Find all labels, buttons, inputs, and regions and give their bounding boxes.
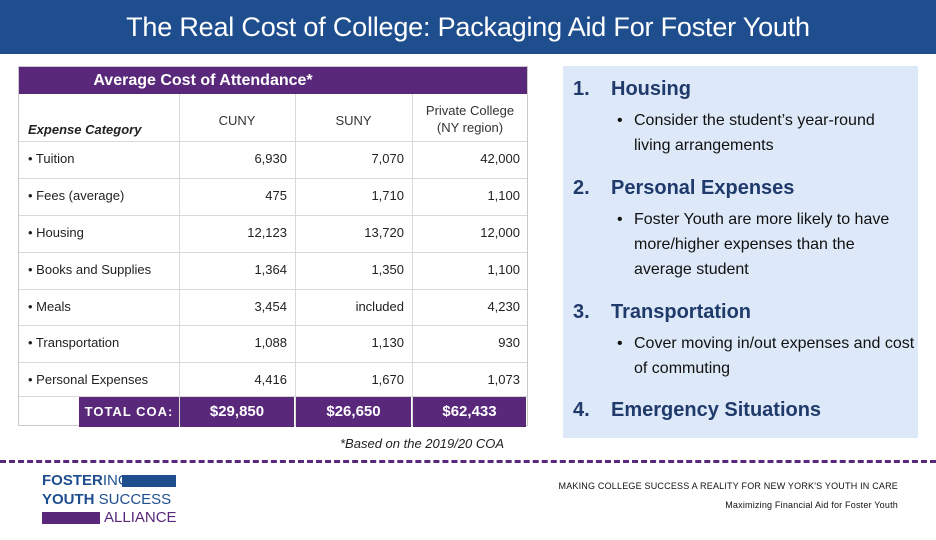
- grid-line: [19, 396, 527, 397]
- bullet-icon: •: [617, 211, 623, 228]
- grid-line: [19, 289, 527, 290]
- row-label: • Fees (average): [28, 188, 125, 203]
- section-transportation-heading: 3. Transportation: [573, 301, 752, 323]
- table-cell: 1,100: [487, 262, 520, 277]
- grid-line: [19, 325, 527, 326]
- title-bar: The Real Cost of College: Packaging Aid …: [0, 0, 936, 54]
- table-cell: 6,930: [254, 151, 287, 166]
- row-label: • Transportation: [28, 335, 120, 350]
- table-cell: 1,350: [371, 262, 404, 277]
- column-header-suny: SUNY: [335, 113, 372, 128]
- logo-bar: [122, 475, 176, 487]
- section-transportation-bullet: • Cover moving in/out expenses and cost …: [617, 331, 915, 381]
- info-panel: 1. Housing • Consider the student’s year-…: [563, 66, 918, 438]
- footer-divider: [0, 460, 936, 463]
- total-suny: $26,650: [296, 397, 411, 427]
- table-cell: 12,000: [480, 225, 520, 240]
- grid-line: [179, 94, 180, 426]
- column-header-cuny: CUNY: [218, 113, 256, 128]
- section-emergency-heading: 4. Emergency Situations: [573, 399, 822, 421]
- row-label: • Personal Expenses: [28, 372, 149, 387]
- footer-subtitle: Maximizing Financial Aid for Foster Yout…: [725, 500, 898, 510]
- table-cell: 4,416: [254, 372, 287, 387]
- table-cell: 1,088: [254, 335, 287, 350]
- table-cell: 475: [265, 188, 287, 203]
- table-cell: 1,670: [371, 372, 404, 387]
- total-cuny: $29,850: [180, 397, 294, 427]
- table-cell: 1,073: [487, 372, 520, 387]
- section-personal-expenses-bullet: • Foster Youth are more likely to have m…: [617, 207, 915, 282]
- table-cell: 12,123: [247, 225, 287, 240]
- fostering-youth-success-alliance-logo: FOSTERING YOUTH SUCCESS ALLIANCE: [42, 472, 177, 526]
- table-cell: 1,130: [371, 335, 404, 350]
- footnote: *Based on the 2019/20 COA: [340, 436, 505, 451]
- row-label: • Meals: [28, 299, 71, 314]
- table-cell: 3,454: [254, 299, 287, 314]
- footer-tagline: MAKING COLLEGE SUCCESS A REALITY FOR NEW…: [558, 481, 898, 491]
- total-label: TOTAL COA:: [79, 397, 179, 427]
- page-title: The Real Cost of College: Packaging Aid …: [126, 12, 810, 42]
- table-cell: 1,100: [487, 188, 520, 203]
- table-cell: 42,000: [480, 151, 520, 166]
- grid-line: [19, 252, 527, 253]
- section-housing-bullet: • Consider the student’s year-round livi…: [617, 108, 915, 158]
- cost-of-attendance-table: Average Cost of Attendance* Expense Cate…: [18, 66, 528, 427]
- table-cell: 4,230: [487, 299, 520, 314]
- table-cell: included: [355, 299, 404, 314]
- total-private: $62,433: [413, 397, 526, 427]
- row-label: • Housing: [28, 225, 84, 240]
- grid-line: [19, 141, 527, 142]
- table-cell: 1,364: [254, 262, 287, 277]
- category-column-header: Expense Category: [28, 122, 142, 137]
- column-header-private: Private College (NY region): [425, 103, 515, 135]
- grid-line: [19, 215, 527, 216]
- row-label: • Books and Supplies: [28, 262, 152, 277]
- table-cell: 930: [498, 335, 520, 350]
- logo-bar: [42, 512, 100, 524]
- table-header: Average Cost of Attendance*: [19, 67, 527, 94]
- section-personal-expenses-heading: 2. Personal Expenses: [573, 177, 795, 199]
- table-cell: 7,070: [371, 151, 404, 166]
- grid-line: [19, 362, 527, 363]
- table-cell: 1,710: [371, 188, 404, 203]
- table-cell: 13,720: [364, 225, 404, 240]
- grid-line: [412, 94, 413, 426]
- section-housing-heading: 1. Housing: [573, 78, 691, 100]
- row-label: • Tuition: [28, 151, 75, 166]
- bullet-icon: •: [617, 335, 623, 352]
- grid-line: [19, 178, 527, 179]
- bullet-icon: •: [617, 112, 623, 129]
- grid-line: [295, 94, 296, 426]
